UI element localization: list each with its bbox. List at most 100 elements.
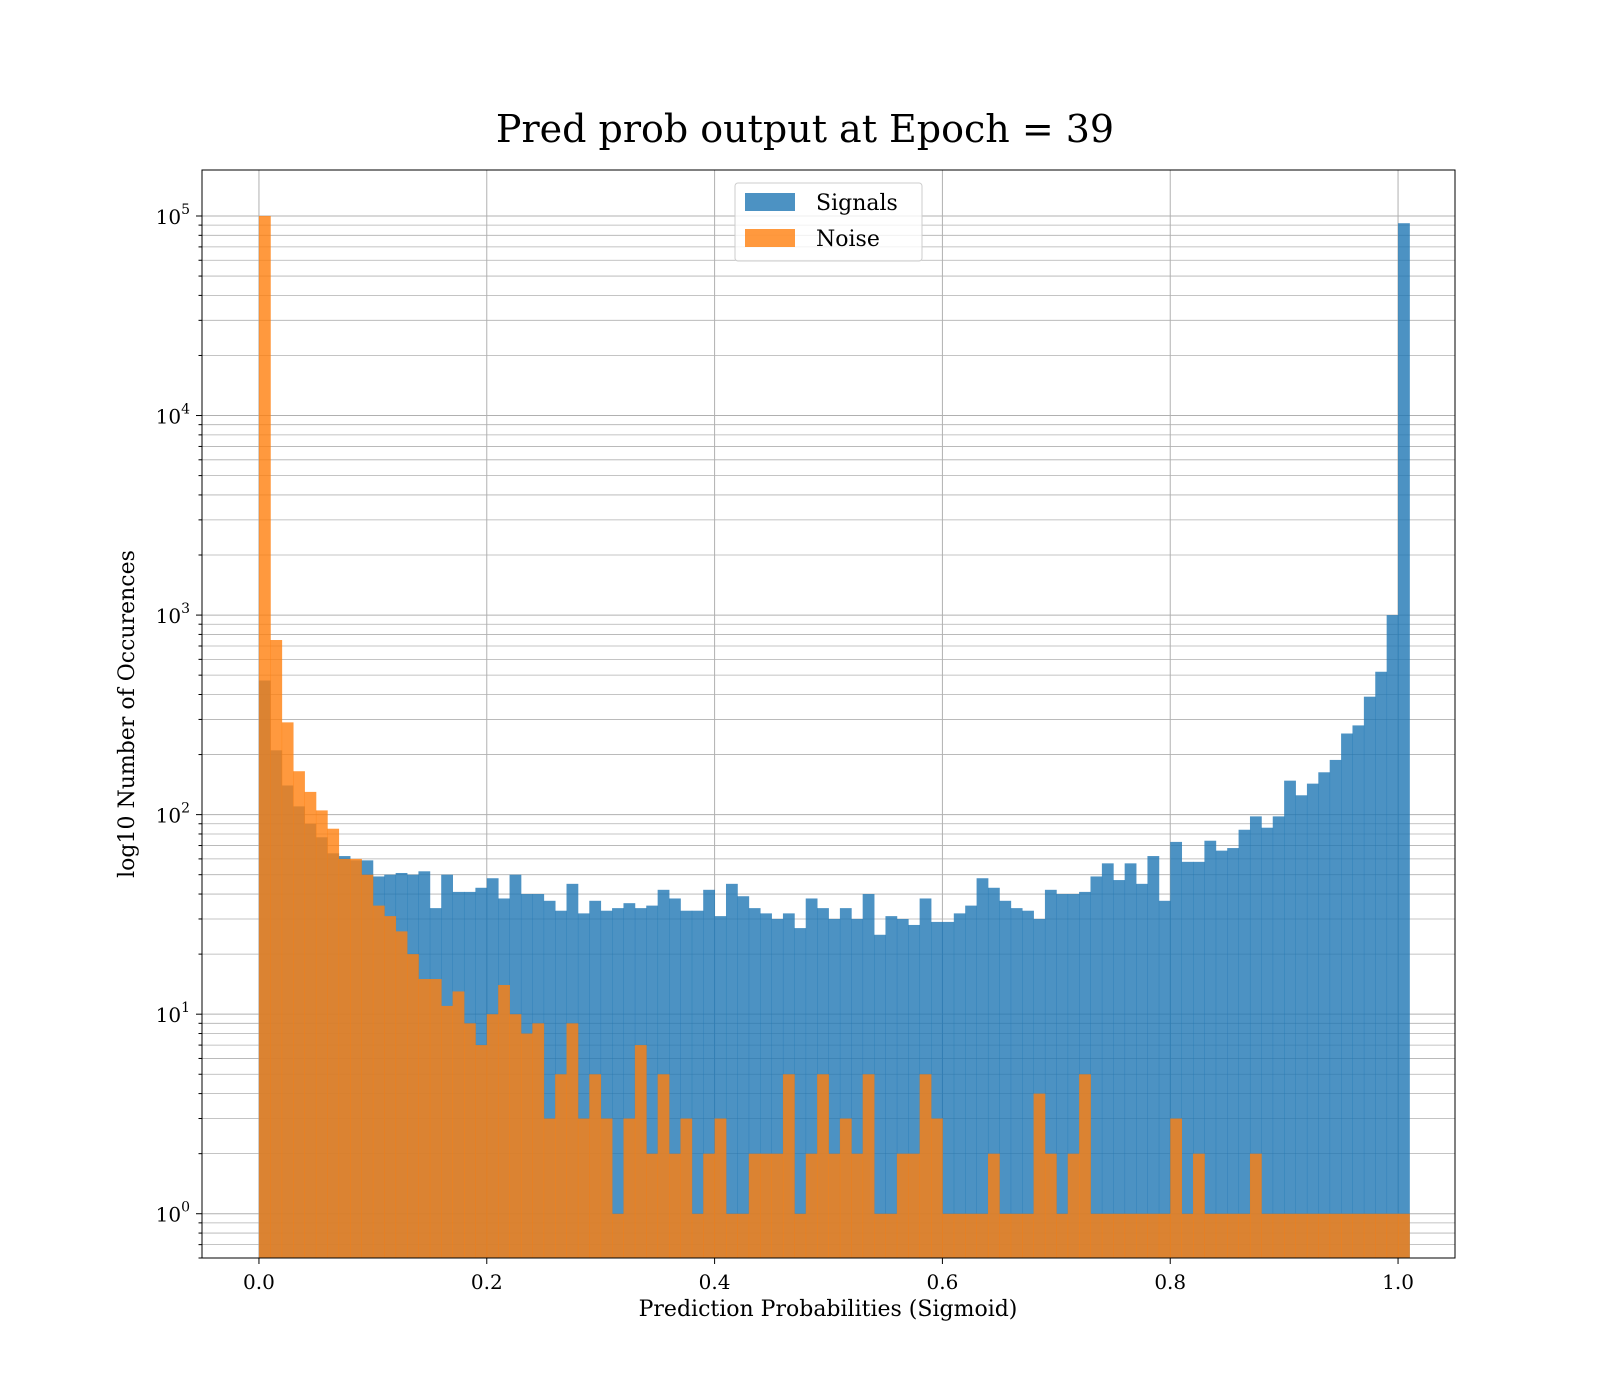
noise-bar <box>942 1213 955 1258</box>
x-tick-label: 0.4 <box>699 1270 731 1294</box>
noise-bar <box>1090 1213 1103 1258</box>
y-tick-label: 100 <box>156 1200 190 1227</box>
y-tick-label: 101 <box>156 1000 190 1027</box>
signals-bar <box>748 908 761 1258</box>
y-tick-label: 104 <box>156 402 190 429</box>
signals-bar <box>976 878 989 1258</box>
signals-bar <box>612 908 624 1258</box>
noise-bar <box>782 1074 795 1258</box>
signals-bar <box>1010 908 1023 1258</box>
noise-bar <box>987 1153 1000 1258</box>
noise-bar <box>760 1153 772 1258</box>
noise-bar <box>418 979 431 1258</box>
signals-bar <box>1147 856 1160 1258</box>
noise-bar <box>577 1118 590 1258</box>
y-tick-label: 103 <box>156 601 190 628</box>
noise-bar <box>384 916 397 1258</box>
signals-bar <box>1067 894 1080 1258</box>
signals-bar <box>1193 861 1205 1258</box>
noise-bar <box>771 1153 784 1258</box>
noise-bar <box>1044 1153 1057 1258</box>
signals-bar <box>669 898 681 1258</box>
signals-bar <box>680 910 693 1258</box>
noise-bar <box>1238 1213 1251 1258</box>
noise-bar <box>1204 1213 1217 1258</box>
signals-bar <box>600 910 613 1258</box>
noise-bar <box>498 985 510 1258</box>
legend-swatch-signals <box>745 193 795 211</box>
noise-bar <box>566 1023 579 1258</box>
signals-bar <box>1158 900 1171 1258</box>
signals-bar <box>1181 861 1194 1258</box>
signals-bar <box>1022 910 1034 1258</box>
signals-bar <box>1044 889 1057 1258</box>
signals-bar <box>1113 880 1126 1258</box>
signals-bar <box>1136 883 1148 1258</box>
noise-bar <box>862 1074 875 1258</box>
noise-bar <box>1124 1213 1137 1258</box>
noise-bar <box>486 1014 499 1258</box>
signals-bar <box>999 900 1012 1258</box>
signals-bar <box>771 918 784 1258</box>
noise-bar <box>258 215 271 1258</box>
noise-bar <box>1398 1213 1410 1258</box>
signals-bar <box>623 903 636 1258</box>
x-tick-label: 0.8 <box>1154 1270 1186 1294</box>
signals-bar <box>1170 841 1183 1258</box>
noise-bar <box>669 1153 681 1258</box>
signals-bar <box>1318 772 1331 1258</box>
signals-bar <box>805 898 818 1258</box>
noise-bar <box>600 1118 613 1258</box>
noise-bar <box>463 1023 476 1258</box>
x-tick-label: 0.2 <box>471 1270 503 1294</box>
signals-bar <box>908 924 921 1258</box>
noise-bar <box>748 1153 761 1258</box>
noise-bar <box>1056 1213 1069 1258</box>
noise-bar <box>338 858 351 1258</box>
noise-bar <box>1306 1213 1319 1258</box>
signals-bar <box>1238 829 1251 1258</box>
noise-bars <box>258 215 1410 1258</box>
noise-bar <box>509 1014 522 1258</box>
noise-bar <box>532 1023 545 1258</box>
legend-label-noise: Noise <box>816 227 880 252</box>
noise-bar <box>999 1213 1012 1258</box>
noise-bar <box>441 1005 453 1258</box>
noise-bar <box>839 1118 852 1258</box>
noise-bar <box>896 1153 909 1258</box>
signals-bar <box>1124 863 1137 1258</box>
signals-bar <box>885 916 898 1258</box>
noise-bar <box>965 1213 977 1258</box>
signals-bar <box>851 918 864 1258</box>
noise-bar <box>931 1118 943 1258</box>
signals-bar <box>1295 795 1308 1258</box>
noise-bar <box>1272 1213 1285 1258</box>
noise-bar <box>794 1213 807 1258</box>
noise-bar <box>1147 1213 1160 1258</box>
noise-bar <box>475 1045 488 1258</box>
signals-bar <box>1284 780 1296 1258</box>
noise-bar <box>851 1153 864 1258</box>
noise-bar <box>885 1213 898 1258</box>
noise-bar <box>350 858 362 1258</box>
noise-bar <box>281 722 294 1258</box>
signals-bar <box>725 883 738 1258</box>
noise-bar <box>657 1074 670 1258</box>
noise-bar <box>1033 1093 1046 1258</box>
noise-bar <box>953 1213 966 1258</box>
signals-bar <box>1215 850 1228 1258</box>
signals-bar <box>714 916 727 1258</box>
noise-bar <box>520 1033 533 1258</box>
signals-bar <box>1398 223 1410 1259</box>
y-tick-label: 105 <box>156 202 190 229</box>
noise-bar <box>817 1074 829 1258</box>
signals-bar <box>1272 816 1285 1258</box>
noise-bar <box>1284 1213 1296 1258</box>
signals-bar <box>1261 827 1274 1258</box>
noise-bar <box>703 1153 715 1258</box>
noise-bar <box>1010 1213 1023 1258</box>
noise-bar <box>1170 1118 1183 1258</box>
noise-bar <box>1067 1153 1080 1258</box>
plot-frame <box>201 169 1456 1259</box>
x-axis-ticks: 0.0 0.2 0.4 0.6 0.8 1.0 <box>243 1258 1414 1294</box>
